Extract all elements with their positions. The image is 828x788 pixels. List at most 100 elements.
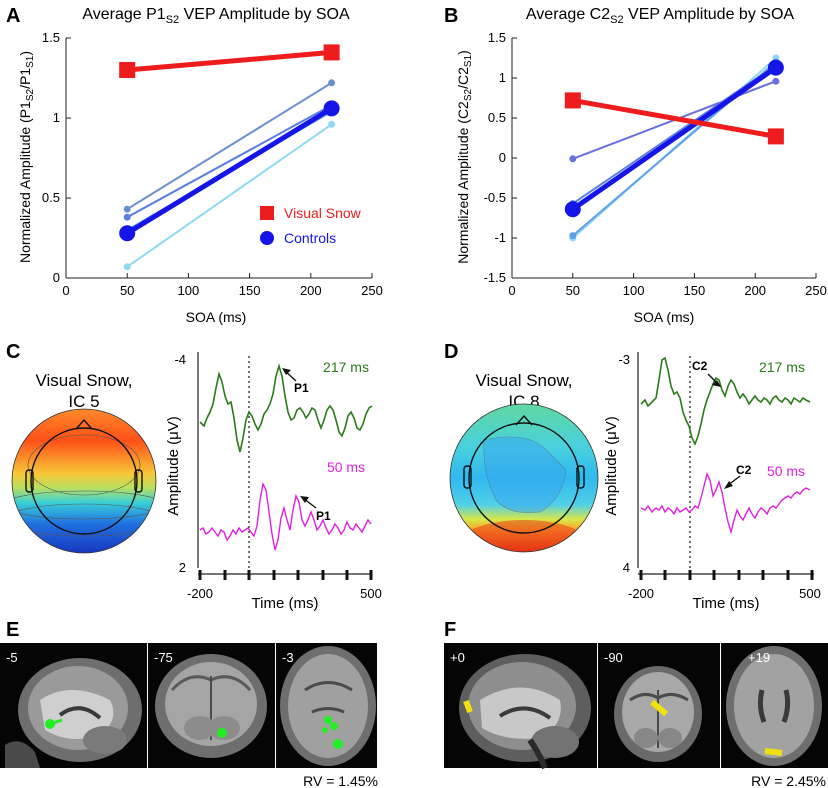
panel-c-trace-217 xyxy=(199,363,373,453)
chart-b-x-tick-label: 0 xyxy=(508,283,515,298)
chart-a-ylabel: Normalized Amplitude (P1S2/P1S1) xyxy=(17,51,36,263)
chart-a-y-tick-label: 1 xyxy=(53,110,60,125)
topomap-d xyxy=(449,403,599,553)
chart-b-x-tick-label: 250 xyxy=(805,283,827,298)
panel-d-trace-50 xyxy=(640,471,811,535)
chart-a-line-visual-snow xyxy=(126,49,332,73)
panel-d-arrow-top xyxy=(707,373,721,387)
panel-c-label-50: 50 ms xyxy=(327,459,365,475)
panel-d-label-217: 217 ms xyxy=(759,359,805,375)
panel-d-trace-217 xyxy=(640,356,811,446)
chart-b-line-controls xyxy=(571,65,778,212)
panel-c-ticks xyxy=(198,570,373,580)
panel-c-title-line1: Visual Snow, xyxy=(35,371,132,390)
topomap-c xyxy=(11,408,157,554)
chart-b-xlabel: SOA (ms) xyxy=(634,309,695,325)
panel-d-title-line1: Visual Snow, xyxy=(475,371,572,390)
chart-b-point-visual-snow xyxy=(767,128,784,145)
panel-c-title-line2: IC 5 xyxy=(68,392,99,411)
chart-a-point-controls xyxy=(119,225,136,242)
chart-b-y-tick-label: 1.5 xyxy=(488,30,506,45)
panel-d-label-50: 50 ms xyxy=(767,463,805,479)
chart-a-x-tick-label: 0 xyxy=(62,283,69,298)
panel-f-rv: RV = 2.45% xyxy=(751,773,826,788)
mri-e-coronal: -75 xyxy=(148,643,275,768)
chart-b-y-tick-label: -0.5 xyxy=(484,190,506,205)
mri-e-axial: -3 xyxy=(276,643,377,768)
chart-a-x-tick-label: 250 xyxy=(361,283,383,298)
panel-c-peak-label-bottom: P1 xyxy=(316,509,331,523)
chart-a-x-tick-label: 50 xyxy=(120,283,134,298)
chart-b-x-tick-label: 150 xyxy=(684,283,706,298)
chart-a-point-visual-snow xyxy=(119,62,136,78)
legend-controls-marker xyxy=(260,231,274,245)
panel-c-label-217: 217 ms xyxy=(323,359,369,375)
chart-a-point-control-1 xyxy=(123,205,131,213)
panel-d: Visual Snow, IC 8 Amplitude (μV) -3 4 xyxy=(449,352,821,612)
panel-letter-d: D xyxy=(444,341,458,363)
panel-c-peak-label-top: P1 xyxy=(294,381,309,395)
panel-d-ylabel: Amplitude (μV) xyxy=(603,416,620,516)
chart-a-x-tick-label: 200 xyxy=(300,283,322,298)
chart-b-y-tick-label: 0 xyxy=(499,150,506,165)
panel-d-arrow-bottom xyxy=(724,475,741,489)
legend-visual-snow-marker xyxy=(260,206,274,220)
panel-e-slice-1: -5 xyxy=(6,650,18,665)
chart-b-y-tick-label: 0.5 xyxy=(488,110,506,125)
panel-f-slice-1: +0 xyxy=(450,650,465,665)
panel-f-slice-2: -90 xyxy=(604,650,623,665)
legend-controls-label: Controls xyxy=(284,230,336,246)
chart-b-point-control-1 xyxy=(569,155,577,163)
chart-a-xlabel: SOA (ms) xyxy=(186,309,247,325)
panel-e-slice-2: -75 xyxy=(154,650,173,665)
chart-a-y-tick-label: 0 xyxy=(53,270,60,285)
chart-a-y-tick-label: 0.5 xyxy=(42,190,60,205)
chart-a-point-control-2 xyxy=(123,213,131,221)
chart-a-line-controls xyxy=(125,106,333,236)
panel-f-slice-3: +19 xyxy=(748,650,770,665)
mri-f-coronal: -90 xyxy=(598,643,720,768)
chart-b-x-tick-label: 100 xyxy=(623,283,645,298)
panel-c-arrow-top xyxy=(282,368,297,382)
mri-f-axial: +19 xyxy=(721,643,828,768)
panel-d-peak-label-bottom: C2 xyxy=(736,463,752,477)
panel-f: +0 -90 +19 RV = 2.45% xyxy=(444,643,828,788)
chart-a-title: Average P1S2 VEP Amplitude by SOA xyxy=(82,6,350,26)
chart-a-y-tick-label: 1.5 xyxy=(42,30,60,45)
chart-a-line-control-2 xyxy=(126,104,333,219)
chart-b-y-tick-label: 1 xyxy=(499,70,506,85)
panel-e-slice-3: -3 xyxy=(282,650,294,665)
panel-d-x-tick-min: -200 xyxy=(628,586,654,601)
panel-c: Visual Snow, IC 5 Amplitude (μV) -4 2 xyxy=(11,352,382,612)
panel-c-ylabel: Amplitude (μV) xyxy=(165,416,182,516)
chart-a-x-tick-label: 100 xyxy=(178,283,200,298)
panel-letter-e: E xyxy=(6,619,19,641)
chart-b-point-visual-snow xyxy=(564,92,581,109)
chart-a: Average P1S2 VEP Amplitude by SOA Normal… xyxy=(17,6,383,325)
panel-d-peak-label-top: C2 xyxy=(692,359,708,373)
panel-letter-c: C xyxy=(6,341,20,363)
chart-a-point-controls xyxy=(323,100,340,117)
panel-letter-b: B xyxy=(444,5,458,27)
panel-d-y-bottom: 4 xyxy=(623,560,630,575)
panel-d-ticks xyxy=(639,570,814,580)
panel-c-trace-50 xyxy=(199,481,372,551)
chart-a-point-control-4 xyxy=(123,263,131,271)
chart-b-point-control-1 xyxy=(772,77,780,85)
panel-d-y-top: -3 xyxy=(618,352,630,367)
legend-visual-snow-label: Visual Snow xyxy=(284,205,362,221)
panel-letter-f: F xyxy=(444,619,456,641)
mri-e-sagittal: -5 xyxy=(0,643,147,768)
chart-b-title: Average C2S2 VEP Amplitude by SOA xyxy=(526,6,794,26)
chart-b-line-visual-snow xyxy=(572,97,777,139)
chart-b-point-controls xyxy=(564,201,581,218)
chart-b-point-control-3 xyxy=(569,232,577,240)
panel-c-x-tick-min: -200 xyxy=(187,586,213,601)
panel-e-rv: RV = 1.45% xyxy=(303,773,378,788)
chart-a-x-tick-label: 150 xyxy=(239,283,261,298)
mri-f-sagittal: +0 xyxy=(444,643,597,770)
panel-c-y-top: -4 xyxy=(174,352,186,367)
chart-a-line-control-1 xyxy=(126,81,333,211)
panel-d-x-tick-max: 500 xyxy=(799,586,821,601)
